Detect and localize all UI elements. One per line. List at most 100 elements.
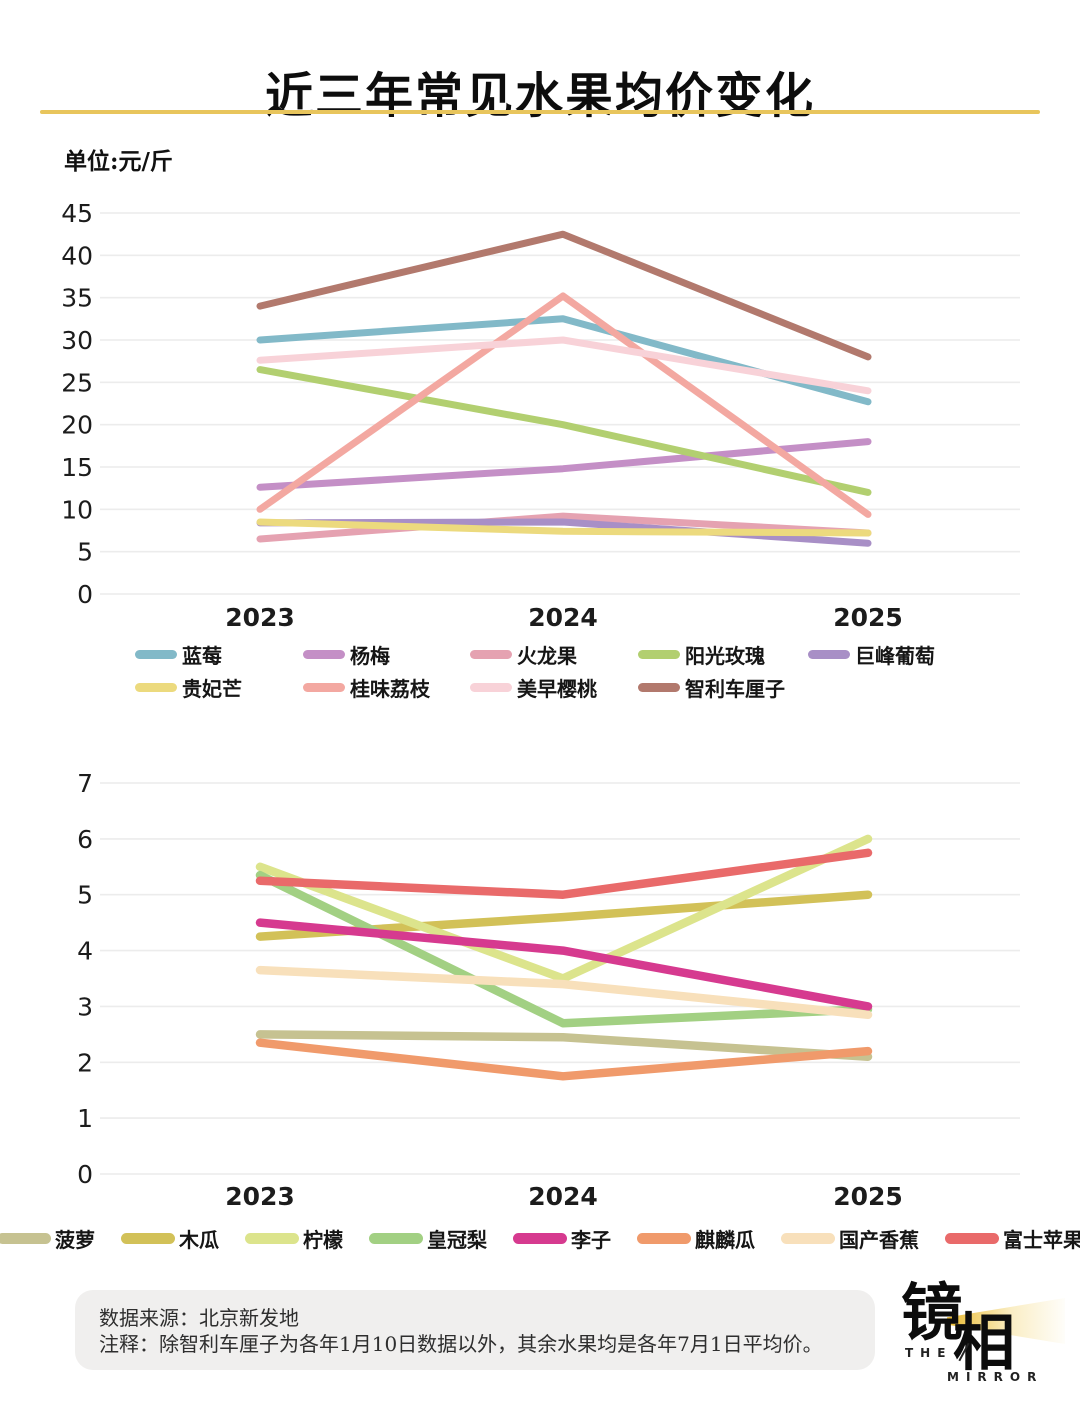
logo-char-xiang: 相: [953, 1306, 1016, 1379]
legend-label: 菠萝: [55, 1228, 95, 1252]
legend-label: 杨梅: [350, 644, 390, 668]
y-tick-label: 6: [77, 825, 93, 854]
legend-swatch: [637, 1233, 691, 1244]
legend-label: 李子: [571, 1228, 611, 1252]
series-line: [256, 366, 872, 496]
x-tick-label: 2025: [833, 1182, 903, 1211]
legend-swatch: [303, 650, 345, 659]
legend-item: 美早樱桃: [470, 673, 597, 702]
footer-note-box: 数据来源：北京新发地 注释：除智利车厘子为各年1月10日数据以外，其余水果均是各…: [75, 1290, 875, 1370]
legend-swatch: [513, 1233, 567, 1244]
legend-label: 贵妃芒: [182, 677, 242, 701]
data-source-text: 数据来源：北京新发地: [99, 1306, 299, 1330]
legend-item: 李子: [513, 1224, 611, 1253]
x-tick-label: 2024: [528, 1182, 598, 1211]
legend-swatch: [781, 1233, 835, 1244]
y-tick-label: 4: [77, 937, 93, 966]
series-line: [255, 918, 873, 1011]
legend-label: 美早樱桃: [517, 677, 597, 701]
page-title: 近三年常见水果均价变化: [264, 68, 815, 125]
x-tick-label: 2024: [528, 603, 598, 632]
series-line: [255, 965, 873, 1020]
legend-label: 阳光玫瑰: [685, 644, 765, 668]
y-tick-label: 0: [77, 1160, 93, 1189]
legend-swatch: [638, 650, 680, 659]
chart1-legend: 蓝莓 杨梅 火龙果 阳光玫瑰 巨峰葡萄贵妃芒 桂味荔枝 美早樱桃 智利车厘子: [0, 640, 1080, 710]
legend-item: 巨峰葡萄: [808, 640, 935, 669]
series-line: [256, 230, 872, 361]
legend-item: 智利车厘子: [638, 673, 785, 702]
legend-swatch: [121, 1233, 175, 1244]
chart2-legend: 菠萝 木瓜 柠檬 皇冠梨 李子 麒麟瓜 国产香蕉 富士苹果: [0, 1224, 1080, 1253]
y-tick-label: 15: [61, 453, 93, 482]
legend-swatch: [135, 650, 177, 659]
legend-label: 麒麟瓜: [695, 1228, 755, 1252]
legend-swatch: [638, 683, 680, 692]
legend-label: 智利车厘子: [685, 677, 785, 701]
y-tick-label: 40: [61, 241, 93, 270]
x-tick-label: 2025: [833, 603, 903, 632]
legend-swatch: [303, 683, 345, 692]
y-tick-label: 0: [77, 580, 93, 609]
legend-swatch: [0, 1233, 51, 1244]
legend-item: 蓝莓: [135, 640, 222, 669]
legend-label: 柠檬: [303, 1228, 343, 1252]
y-tick-label: 5: [77, 881, 93, 910]
series-line: [256, 336, 872, 395]
series-line: [256, 292, 872, 518]
title-divider: [40, 110, 1040, 114]
legend-item: 富士苹果: [945, 1224, 1080, 1253]
legend-label: 富士苹果: [1003, 1228, 1080, 1252]
legend-swatch: [808, 650, 850, 659]
legend-swatch: [470, 683, 512, 692]
legend-item: 火龙果: [470, 640, 577, 669]
legend-label: 木瓜: [179, 1228, 219, 1252]
y-tick-label: 5: [77, 538, 93, 567]
series-line: [255, 848, 873, 899]
legend-swatch: [945, 1233, 999, 1244]
legend-label: 桂味荔枝: [350, 677, 430, 701]
legend-swatch: [245, 1233, 299, 1244]
series-line: [256, 438, 872, 491]
the-mirror-logo: 镜 相 THE MIRROR: [895, 1282, 1075, 1412]
legend-swatch: [470, 650, 512, 659]
legend-label: 蓝莓: [182, 644, 222, 668]
legend-item: 菠萝: [0, 1224, 95, 1253]
legend-item: 贵妃芒: [135, 673, 242, 702]
legend-item: 麒麟瓜: [637, 1224, 755, 1253]
y-tick-label: 35: [61, 284, 93, 313]
legend-item: 木瓜: [121, 1224, 219, 1253]
legend-label: 火龙果: [517, 644, 577, 668]
logo-text-mirror: MIRROR: [947, 1370, 1044, 1384]
y-tick-label: 10: [61, 495, 93, 524]
y-tick-label: 25: [61, 368, 93, 397]
legend-item: 皇冠梨: [369, 1224, 487, 1253]
series-line: [255, 834, 873, 983]
legend-item: 杨梅: [303, 640, 390, 669]
series-line: [255, 870, 873, 1028]
legend-swatch: [135, 683, 177, 692]
logo-text-the: THE: [905, 1346, 953, 1360]
y-tick-label: 30: [61, 326, 93, 355]
series-line: [255, 1030, 873, 1061]
annotation-text: 注释：除智利车厘子为各年1月10日数据以外，其余水果均是各年7月1日平均价。: [99, 1332, 823, 1356]
y-tick-label: 7: [77, 769, 93, 798]
series-line: [256, 512, 872, 543]
legend-item: 桂味荔枝: [303, 673, 430, 702]
legend-item: 国产香蕉: [781, 1224, 919, 1253]
y-tick-label: 2: [77, 1048, 93, 1077]
y-tick-label: 1: [77, 1104, 93, 1133]
unit-label: 单位:元/斤: [64, 148, 173, 175]
series-line: [255, 1038, 873, 1081]
legend-label: 国产香蕉: [839, 1228, 919, 1252]
legend-swatch: [369, 1233, 423, 1244]
x-tick-label: 2023: [225, 1182, 295, 1211]
legend-label: 巨峰葡萄: [855, 644, 935, 668]
x-tick-label: 2023: [225, 603, 295, 632]
legend-label: 皇冠梨: [427, 1228, 487, 1252]
y-tick-label: 3: [77, 992, 93, 1021]
legend-item: 阳光玫瑰: [638, 640, 765, 669]
y-tick-label: 45: [61, 199, 93, 228]
